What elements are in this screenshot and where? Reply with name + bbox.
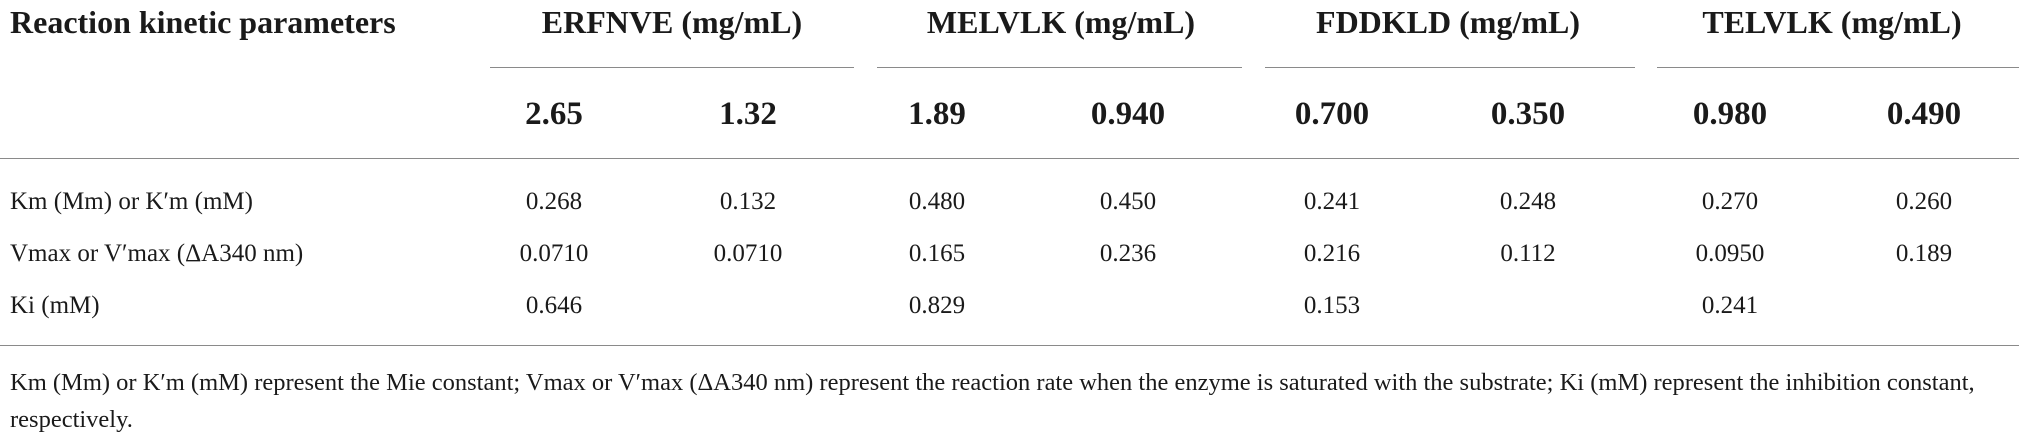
table-cell: 0.0710 xyxy=(519,240,589,267)
concentration-header: 0.350 xyxy=(1490,96,1566,132)
table-cell: 0.0950 xyxy=(1695,240,1765,267)
row-label-ki: Ki (mM) xyxy=(10,292,100,319)
table-bottom-rule xyxy=(0,345,2019,346)
header-rule xyxy=(0,158,2019,159)
row-label-vmax: Vmax or V′max (ΔA340 nm) xyxy=(10,240,304,267)
table-cell: 0.646 xyxy=(525,292,583,319)
concentration-header: 2.65 xyxy=(525,96,583,132)
table-cell: 0.829 xyxy=(908,292,966,319)
table-footnote: Km (Mm) or K′m (mM) represent the Mie co… xyxy=(10,369,1975,433)
table-cell: 0.216 xyxy=(1303,240,1361,267)
concentration-header: 1.32 xyxy=(719,96,777,132)
group-underline xyxy=(1657,67,2019,68)
table-cell: 0.165 xyxy=(908,240,966,267)
table-cell: 0.268 xyxy=(525,188,583,215)
table-cell: 0.260 xyxy=(1895,188,1953,215)
table-cell: 0.189 xyxy=(1895,240,1953,267)
group-header-telvlk: TELVLK (mg/mL) xyxy=(1702,4,1962,40)
group-header-erfnve: ERFNVE (mg/mL) xyxy=(541,4,803,40)
row-label-km: Km (Mm) or K′m (mM) xyxy=(10,188,253,215)
group-underline xyxy=(1265,67,1635,68)
table-cell: 0.236 xyxy=(1099,240,1157,267)
table-cell: 0.270 xyxy=(1701,188,1759,215)
table-cell: 0.0710 xyxy=(713,240,783,267)
group-header-melvlk: MELVLK (mg/mL) xyxy=(926,4,1196,40)
table-cell: 0.248 xyxy=(1499,188,1557,215)
concentration-header: 0.940 xyxy=(1090,96,1166,132)
group-underline xyxy=(877,67,1242,68)
table-cell: 0.241 xyxy=(1303,188,1361,215)
concentration-header: 0.700 xyxy=(1294,96,1370,132)
concentration-header: 1.89 xyxy=(908,96,966,132)
table-cell: 0.450 xyxy=(1099,188,1157,215)
table-cell: 0.241 xyxy=(1701,292,1759,319)
table-cell: 0.153 xyxy=(1303,292,1361,319)
table-title: Reaction kinetic parameters xyxy=(10,4,396,40)
group-header-fddkld: FDDKLD (mg/mL) xyxy=(1316,4,1580,40)
concentration-header: 0.980 xyxy=(1692,96,1768,132)
table-cell: 0.132 xyxy=(719,188,777,215)
group-underline xyxy=(490,67,854,68)
table-cell: 0.480 xyxy=(908,188,966,215)
concentration-header: 0.490 xyxy=(1886,96,1962,132)
table-cell: 0.112 xyxy=(1500,240,1556,267)
